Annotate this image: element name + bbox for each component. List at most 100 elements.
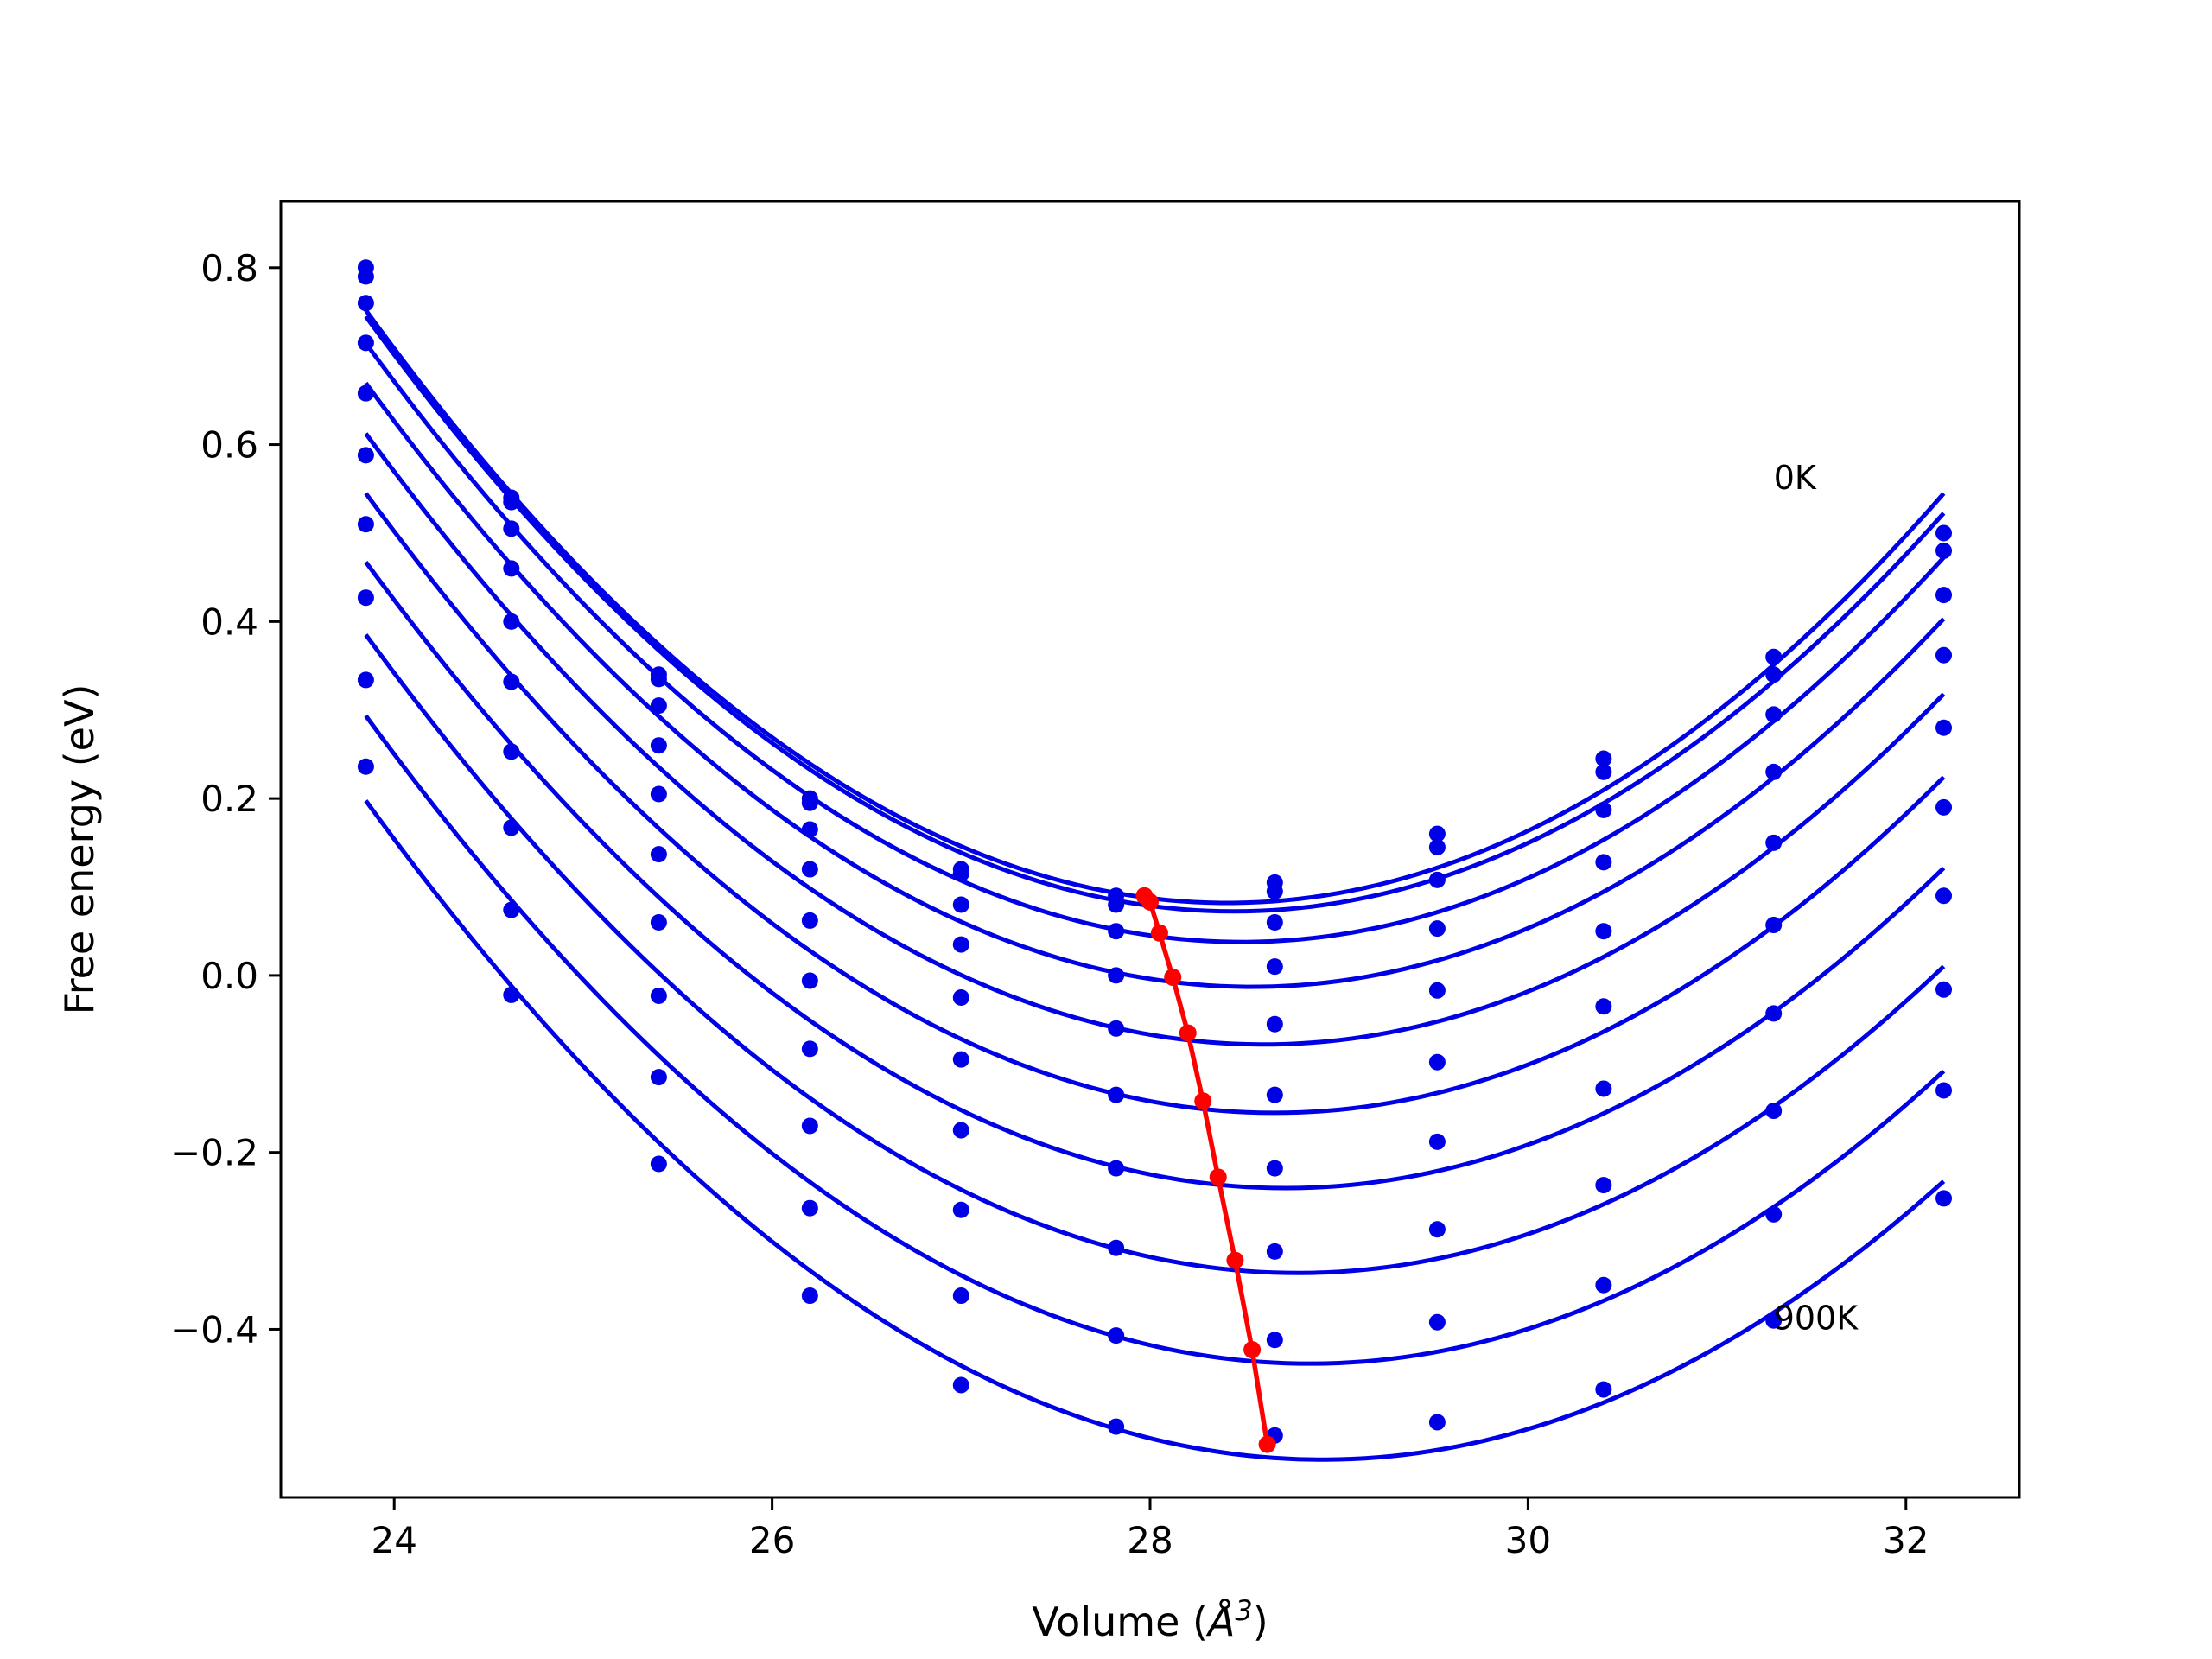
fit-curve-8 bbox=[364, 714, 1946, 1366]
data-point bbox=[801, 794, 818, 811]
fit-curve-4 bbox=[364, 432, 1946, 1047]
data-point bbox=[1266, 913, 1283, 931]
y-axis-label: Free energy (eV) bbox=[56, 684, 103, 1015]
data-point bbox=[1428, 838, 1446, 855]
data-point bbox=[952, 1122, 969, 1139]
data-point bbox=[952, 1051, 969, 1068]
equilibrium-point bbox=[1209, 1168, 1227, 1186]
data-point bbox=[1595, 923, 1612, 940]
data-point bbox=[503, 901, 520, 918]
data-point bbox=[357, 447, 374, 464]
data-point bbox=[801, 1117, 818, 1135]
data-point bbox=[1108, 1020, 1125, 1037]
data-point bbox=[1765, 666, 1783, 683]
data-point bbox=[1266, 1086, 1283, 1103]
data-point bbox=[650, 737, 667, 754]
data-point bbox=[1765, 763, 1783, 780]
data-point bbox=[952, 896, 969, 913]
data-point bbox=[1765, 1205, 1783, 1223]
data-point bbox=[952, 1201, 969, 1218]
data-point bbox=[1266, 1160, 1283, 1177]
data-point bbox=[357, 385, 374, 402]
data-point bbox=[357, 516, 374, 533]
data-point bbox=[1108, 923, 1125, 940]
data-point bbox=[650, 987, 667, 1004]
data-point bbox=[503, 613, 520, 630]
data-point bbox=[1428, 1133, 1446, 1150]
data-point bbox=[357, 268, 374, 285]
x-axis-ticks: 24 26 28 30 32 bbox=[371, 1497, 1929, 1561]
data-point bbox=[1765, 1312, 1783, 1329]
data-point bbox=[1595, 801, 1612, 818]
data-point bbox=[650, 785, 667, 803]
data-point bbox=[650, 913, 667, 931]
data-point bbox=[1266, 1332, 1283, 1349]
data-point bbox=[1428, 1313, 1446, 1331]
data-point bbox=[801, 1040, 818, 1058]
data-point bbox=[1936, 719, 1953, 736]
fit-curve-7 bbox=[364, 633, 1946, 1275]
data-point bbox=[1765, 1005, 1783, 1022]
data-point bbox=[503, 986, 520, 1003]
data-point bbox=[952, 1376, 969, 1394]
data-point bbox=[1936, 646, 1953, 664]
equilibrium-point bbox=[1141, 893, 1159, 911]
x-axis-label-main: Volume ( bbox=[1032, 1599, 1208, 1645]
y-axis-ticks: −0.4 −0.2 0.0 0.2 0.4 0.6 0.8 bbox=[170, 247, 281, 1351]
data-point bbox=[801, 1287, 818, 1305]
equilibrium-point bbox=[1243, 1341, 1262, 1359]
fit-curve-6 bbox=[364, 560, 1946, 1191]
data-point bbox=[1428, 920, 1446, 938]
data-point bbox=[650, 1069, 667, 1086]
data-point bbox=[1936, 887, 1953, 905]
data-point bbox=[1765, 706, 1783, 723]
data-point bbox=[1936, 524, 1953, 542]
data-point bbox=[1765, 1103, 1783, 1120]
y-tick-label: −0.2 bbox=[170, 1132, 258, 1174]
data-point bbox=[1428, 871, 1446, 888]
data-point bbox=[801, 861, 818, 878]
data-point bbox=[650, 846, 667, 863]
data-point bbox=[650, 697, 667, 715]
data-point bbox=[503, 560, 520, 577]
data-point bbox=[503, 673, 520, 690]
y-tick-label: −0.4 bbox=[170, 1308, 258, 1351]
equilibrium-line bbox=[1142, 893, 1270, 1446]
x-tick-label: 32 bbox=[1883, 1519, 1929, 1561]
data-point bbox=[1428, 825, 1446, 842]
data-point bbox=[1936, 1190, 1953, 1207]
data-point bbox=[1595, 750, 1612, 767]
data-point bbox=[1428, 982, 1446, 999]
x-axis-label-close: ) bbox=[1253, 1599, 1268, 1645]
data-point bbox=[1266, 1015, 1283, 1033]
data-point bbox=[357, 671, 374, 689]
data-point bbox=[1108, 1160, 1125, 1177]
y-tick-label: 0.0 bbox=[200, 955, 258, 997]
data-point bbox=[801, 912, 818, 929]
data-point bbox=[1765, 648, 1783, 665]
data-point bbox=[1765, 834, 1783, 851]
data-point bbox=[1936, 981, 1953, 998]
data-point bbox=[1108, 1327, 1125, 1344]
data-point bbox=[1595, 1276, 1612, 1294]
data-point bbox=[801, 821, 818, 838]
data-point bbox=[1428, 1221, 1446, 1238]
data-point bbox=[952, 989, 969, 1007]
data-point bbox=[1108, 967, 1125, 984]
x-axis-label-superscript: 3 bbox=[1235, 1594, 1252, 1627]
equilibrium-point bbox=[1150, 924, 1168, 942]
data-point bbox=[952, 936, 969, 953]
y-tick-label: 0.4 bbox=[200, 601, 258, 643]
data-point bbox=[357, 295, 374, 312]
equilibrium-point bbox=[1164, 968, 1182, 986]
data-point bbox=[1765, 917, 1783, 934]
data-point bbox=[1266, 883, 1283, 900]
data-point bbox=[650, 1155, 667, 1173]
curve-annotation: 900K bbox=[1774, 1299, 1859, 1337]
data-point bbox=[952, 1287, 969, 1305]
data-point bbox=[801, 972, 818, 989]
fitted-curves bbox=[364, 308, 1946, 1462]
data-point bbox=[1595, 1381, 1612, 1398]
annotations: 0K 900K bbox=[1774, 459, 1859, 1338]
